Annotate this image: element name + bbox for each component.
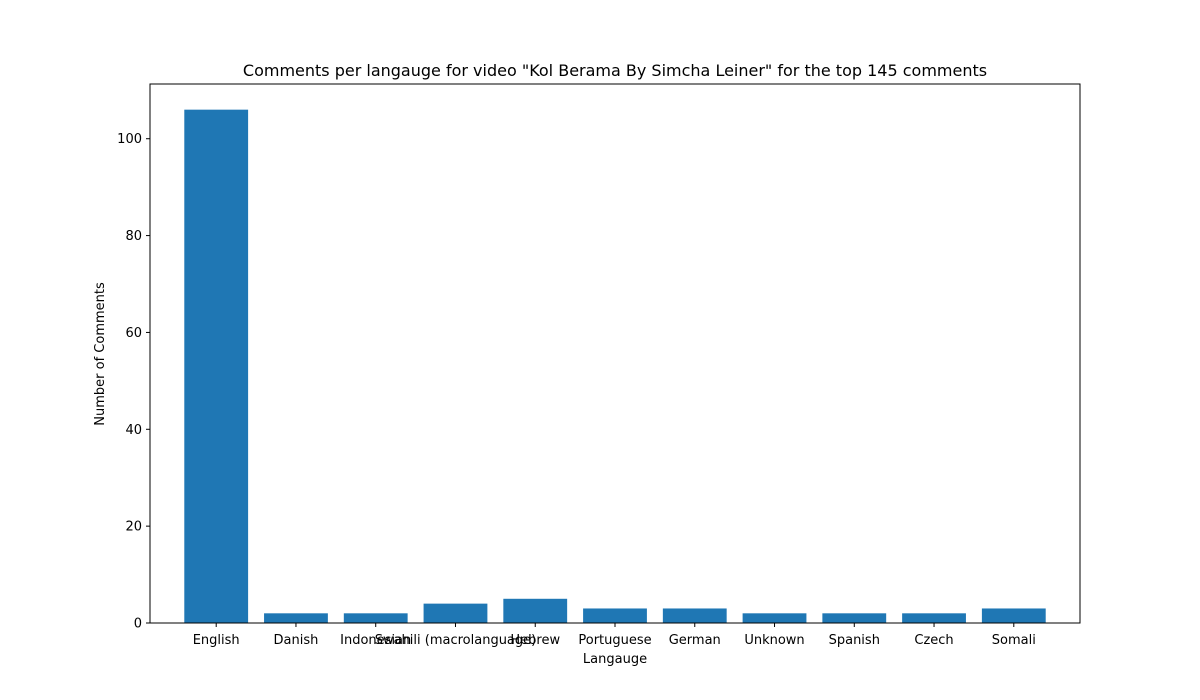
plot-frame: [149, 83, 1081, 624]
x-tick-label-german: German: [669, 633, 721, 648]
bar-unknown: [742, 613, 807, 623]
bar-spanish: [822, 613, 887, 623]
bar-german: [662, 608, 727, 623]
bar-portuguese: [583, 608, 647, 623]
y-tick-label-60: 60: [125, 326, 142, 341]
y-tick-label-20: 20: [125, 520, 142, 535]
y-tick-label-0: 0: [134, 617, 142, 632]
y-tick-label-40: 40: [125, 423, 142, 438]
x-tick-label-swahili-macrolanguage: Swahili (macrolanguage): [375, 633, 537, 648]
x-tick-label-hebrew: Hebrew: [510, 633, 560, 648]
y-tick-label-100: 100: [117, 132, 142, 147]
x-tick-label-english: English: [193, 633, 240, 648]
chart-title: Comments per langauge for video "Kol Ber…: [243, 61, 987, 80]
bar-hebrew: [503, 598, 568, 623]
y-axis: 0 20 40 60 80 100: [117, 132, 150, 632]
y-tick-label-80: 80: [125, 229, 142, 244]
x-tick-label-portuguese: Portuguese: [578, 633, 651, 648]
bar-danish: [264, 613, 328, 623]
x-tick-label-danish: Danish: [274, 633, 319, 648]
x-tick-label-somali: Somali: [992, 633, 1036, 648]
bar-english: [184, 109, 249, 623]
x-tick-label-spanish: Spanish: [829, 633, 880, 648]
bar-czech: [902, 613, 966, 623]
bar-indonesian: [343, 613, 408, 623]
x-tick-label-czech: Czech: [914, 633, 953, 648]
bar-somali: [981, 608, 1046, 623]
x-tick-label-indonesian: Indonesian: [340, 633, 411, 648]
x-axis-title: Langauge: [583, 652, 647, 667]
x-tick-label-unknown: Unknown: [744, 633, 804, 648]
bars-layer: [184, 109, 1046, 623]
bar-swahili-macrolanguage: [423, 603, 488, 623]
y-axis-title: Number of Comments: [93, 282, 108, 426]
